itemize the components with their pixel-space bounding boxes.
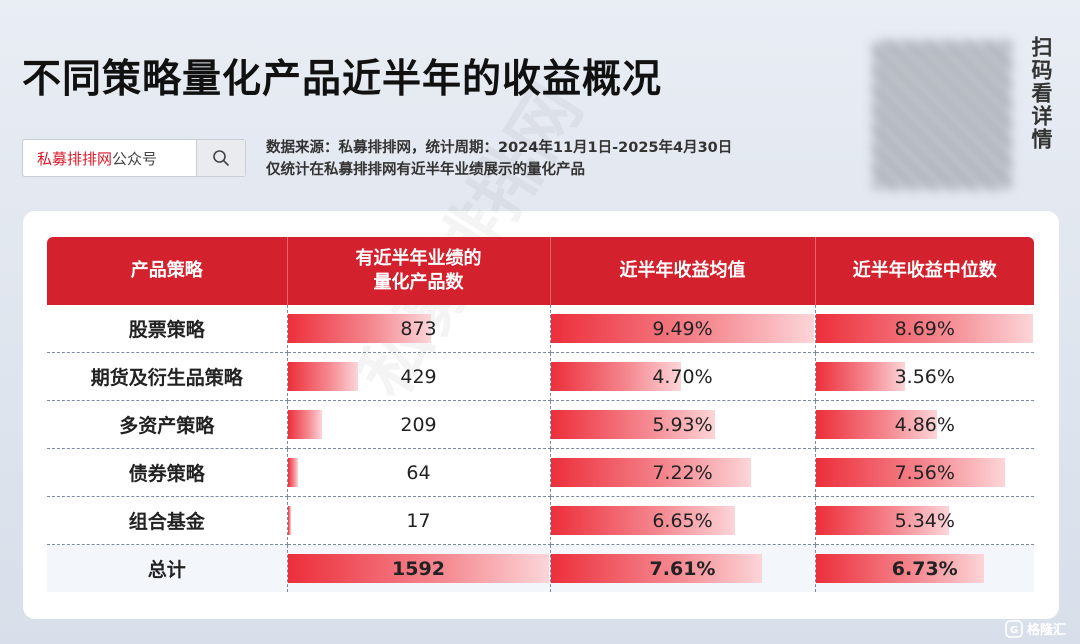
mean-cell: 5.93%	[550, 400, 816, 449]
median-value: 6.73%	[891, 557, 958, 580]
mean-value: 9.49%	[652, 317, 713, 340]
data-source-note: 数据来源：私募排排网，统计周期：2024年11月1日-2025年4月30日	[266, 140, 733, 156]
table-body: 股票策略 873 9.49% 8.69% 期货及衍生品策略 429 4.70% 3.56% 多资…	[47, 305, 1034, 592]
mean-bar	[550, 362, 681, 391]
search-button[interactable]	[196, 140, 245, 176]
median-cell: 7.56%	[815, 448, 1034, 497]
column-header-median: 近半年收益中位数	[815, 237, 1034, 305]
count-cell: 17	[287, 496, 551, 545]
column-header-count: 有近半年业绩的 量化产品数	[287, 237, 551, 305]
strategy-name: 组合基金	[47, 496, 288, 545]
count-value: 429	[400, 365, 437, 388]
count-cell: 64	[287, 448, 551, 497]
median-value: 3.56%	[894, 365, 955, 388]
median-bar	[815, 458, 1005, 487]
mean-bar	[550, 410, 715, 439]
count-bar	[287, 362, 358, 391]
count-bar	[287, 458, 298, 487]
mean-cell: 6.65%	[550, 496, 816, 545]
strategy-table: 产品策略 有近半年业绩的 量化产品数 近半年收益均值 近半年收益中位数 股票策略 8…	[47, 237, 1034, 592]
median-cell: 6.73%	[815, 544, 1034, 592]
mean-value: 7.61%	[649, 557, 716, 580]
count-bar	[287, 554, 549, 583]
count-value: 17	[406, 509, 431, 532]
mean-bar	[550, 506, 735, 535]
total-row: 总计 1592 7.61% 6.73%	[47, 544, 1034, 592]
search-suffix: 公众号	[112, 149, 158, 168]
median-bar	[815, 410, 937, 439]
median-cell: 5.34%	[815, 496, 1034, 545]
count-value: 1592	[392, 557, 445, 580]
count-bar	[287, 410, 322, 439]
mean-cell: 4.70%	[550, 352, 816, 401]
median-cell: 4.86%	[815, 400, 1034, 449]
search-box[interactable]: 私募排排网公众号	[22, 139, 246, 177]
median-value: 8.69%	[894, 317, 955, 340]
column-header-mean: 近半年收益均值	[550, 237, 816, 305]
table-row: 组合基金 17 6.65% 5.34%	[47, 496, 1034, 545]
mean-bar	[550, 314, 814, 343]
column-header-line: 近半年收益中位数	[852, 260, 997, 281]
table-row: 股票策略 873 9.49% 8.69%	[47, 305, 1034, 353]
count-cell: 873	[287, 305, 551, 353]
mean-value: 7.22%	[652, 461, 713, 484]
scope-note: 仅统计在私募排排网有近半年业绩展示的量化产品	[266, 162, 585, 178]
search-icon	[213, 150, 229, 166]
table-row: 多资产策略 209 5.93% 4.86%	[47, 400, 1034, 449]
logo-text: 格隆汇	[1026, 623, 1066, 638]
mean-bar	[550, 554, 762, 583]
median-bar	[815, 362, 905, 391]
strategy-name: 股票策略	[47, 305, 288, 353]
count-value: 209	[400, 413, 437, 436]
mean-cell: 7.22%	[550, 448, 816, 497]
column-header-line: 产品策略	[130, 260, 203, 281]
median-bar	[815, 314, 1033, 343]
median-bar	[815, 554, 984, 583]
count-value: 873	[400, 317, 437, 340]
count-value: 64	[406, 461, 431, 484]
search-brand: 私募排排网	[37, 149, 113, 168]
count-cell: 429	[287, 352, 551, 401]
column-header-strategy: 产品策略	[47, 237, 288, 305]
data-notes: 数据来源：私募排排网，统计周期：2024年11月1日-2025年4月30日 仅统…	[266, 137, 732, 181]
median-cell: 3.56%	[815, 352, 1034, 401]
count-cell: 209	[287, 400, 551, 449]
table-header-row: 产品策略 有近半年业绩的 量化产品数 近半年收益均值 近半年收益中位数	[47, 237, 1034, 305]
count-cell: 1592	[287, 544, 551, 592]
count-bar	[287, 314, 431, 343]
column-header-line: 有近半年业绩的	[355, 248, 482, 269]
column-header-line: 近半年收益均值	[619, 260, 746, 281]
mean-cell: 9.49%	[550, 305, 816, 353]
mean-cell: 7.61%	[550, 544, 816, 592]
qr-code	[872, 40, 1012, 190]
mean-bar	[550, 458, 751, 487]
mean-value: 4.70%	[652, 365, 713, 388]
page-title: 不同策略量化产品近半年的收益概况	[22, 57, 663, 102]
mean-value: 5.93%	[652, 413, 713, 436]
logo-icon: G	[1005, 619, 1023, 638]
median-bar	[815, 506, 949, 535]
svg-text:G: G	[1010, 625, 1018, 636]
table-row: 债券策略 64 7.22% 7.56%	[47, 448, 1034, 497]
search-text: 私募排排网公众号	[23, 148, 196, 169]
median-value: 4.86%	[894, 413, 955, 436]
strategy-name: 多资产策略	[47, 400, 288, 449]
strategy-name: 总计	[47, 544, 288, 592]
source-logo: G 格隆汇	[1005, 619, 1066, 638]
median-value: 5.34%	[894, 509, 955, 532]
strategy-name: 期货及衍生品策略	[47, 352, 288, 401]
column-header-line: 量化产品数	[373, 272, 464, 293]
median-value: 7.56%	[894, 461, 955, 484]
scan-label: 扫码看详情	[1029, 36, 1053, 151]
table-row: 期货及衍生品策略 429 4.70% 3.56%	[47, 352, 1034, 401]
mean-value: 6.65%	[652, 509, 713, 532]
count-bar	[287, 506, 291, 535]
median-cell: 8.69%	[815, 305, 1034, 353]
strategy-name: 债券策略	[47, 448, 288, 497]
